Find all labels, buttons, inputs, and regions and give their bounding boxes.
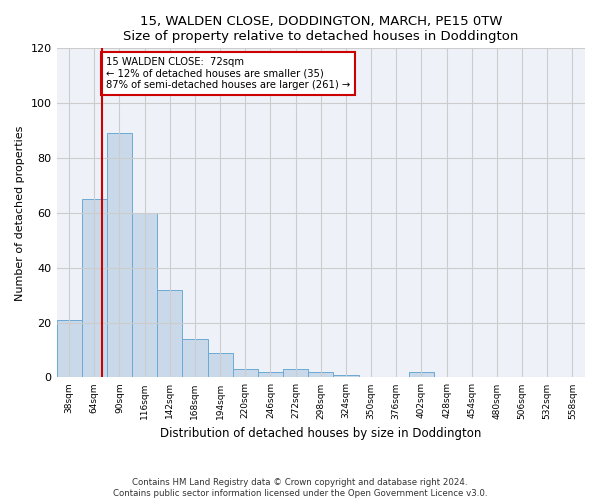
Bar [132,213,157,378]
Bar [334,374,359,378]
Title: 15, WALDEN CLOSE, DODDINGTON, MARCH, PE15 0TW
Size of property relative to detac: 15, WALDEN CLOSE, DODDINGTON, MARCH, PE1… [123,15,518,43]
Text: Contains HM Land Registry data © Crown copyright and database right 2024.
Contai: Contains HM Land Registry data © Crown c… [113,478,487,498]
Bar [56,320,82,378]
Bar [258,372,283,378]
Text: 15 WALDEN CLOSE:  72sqm
← 12% of detached houses are smaller (35)
87% of semi-de: 15 WALDEN CLOSE: 72sqm ← 12% of detached… [106,56,350,90]
Bar [82,199,107,378]
X-axis label: Distribution of detached houses by size in Doddington: Distribution of detached houses by size … [160,427,481,440]
Bar [308,372,334,378]
Bar [157,290,182,378]
Bar [283,369,308,378]
Bar [182,339,208,378]
Bar [409,372,434,378]
Y-axis label: Number of detached properties: Number of detached properties [15,125,25,300]
Bar [208,352,233,378]
Bar [107,134,132,378]
Bar [233,369,258,378]
